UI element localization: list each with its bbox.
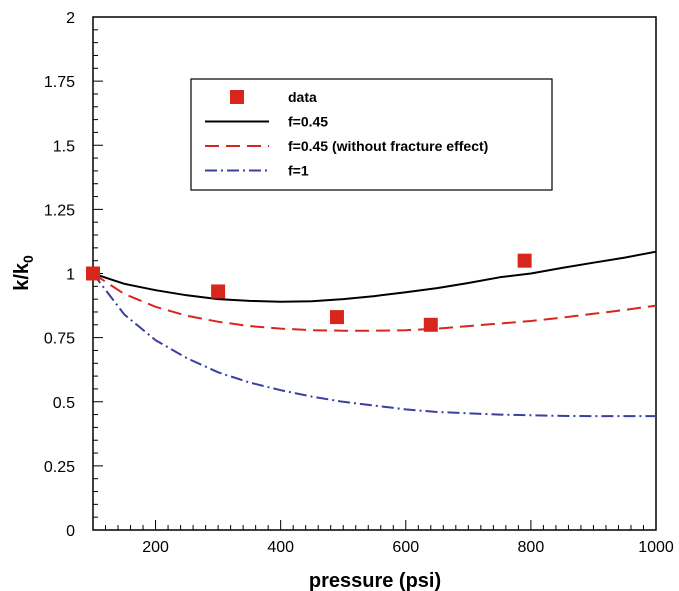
x-tick-label: 1000 [638, 539, 674, 556]
x-tick-label: 400 [267, 539, 294, 556]
legend: data f=0.45 f=0.45 (without fracture effec… [190, 78, 553, 191]
data-point [517, 253, 532, 268]
x-tick-label: 600 [392, 539, 419, 556]
legend-marker [230, 90, 244, 104]
legend-label: data [288, 89, 317, 105]
y-tick-label: 2 [66, 10, 75, 27]
series-line-3 [92, 272, 656, 418]
legend-label: f=0.45 (without fracture effect) [288, 138, 488, 154]
series-line-2 [92, 272, 657, 332]
legend-box [190, 78, 553, 191]
y-axis-title-subscript: 0 [20, 255, 36, 263]
y-axis-title-main: k/k [11, 262, 33, 291]
y-tick-label: 1 [66, 267, 75, 284]
legend-label: f=0.45 [288, 114, 328, 130]
y-tick-label: 0.5 [53, 395, 75, 412]
series-line-1 [92, 250, 657, 303]
series-layer [86, 250, 657, 418]
x-tick-label: 800 [518, 539, 545, 556]
y-tick-label: 0.25 [44, 459, 75, 476]
y-tick-label: 1.5 [53, 138, 75, 155]
axes: 200 400 600 800 1000 0 0.25 0.5 0.75 1 1.25 1.5 1.75… [44, 10, 674, 556]
y-tick-label: 1.75 [44, 74, 75, 91]
data-point [86, 266, 100, 281]
y-axis-title: k/k0 [11, 255, 36, 291]
data-point [329, 310, 344, 325]
y-tick-label: 1.25 [44, 202, 75, 219]
data-point [211, 284, 226, 299]
y-tick-label: 0.75 [44, 331, 75, 348]
x-axis-title: pressure (psi) [309, 570, 441, 591]
legend-label: f=1 [288, 163, 309, 179]
data-point [423, 317, 438, 332]
y-tick-label: 0 [66, 523, 75, 540]
x-tick-label: 200 [142, 539, 169, 556]
